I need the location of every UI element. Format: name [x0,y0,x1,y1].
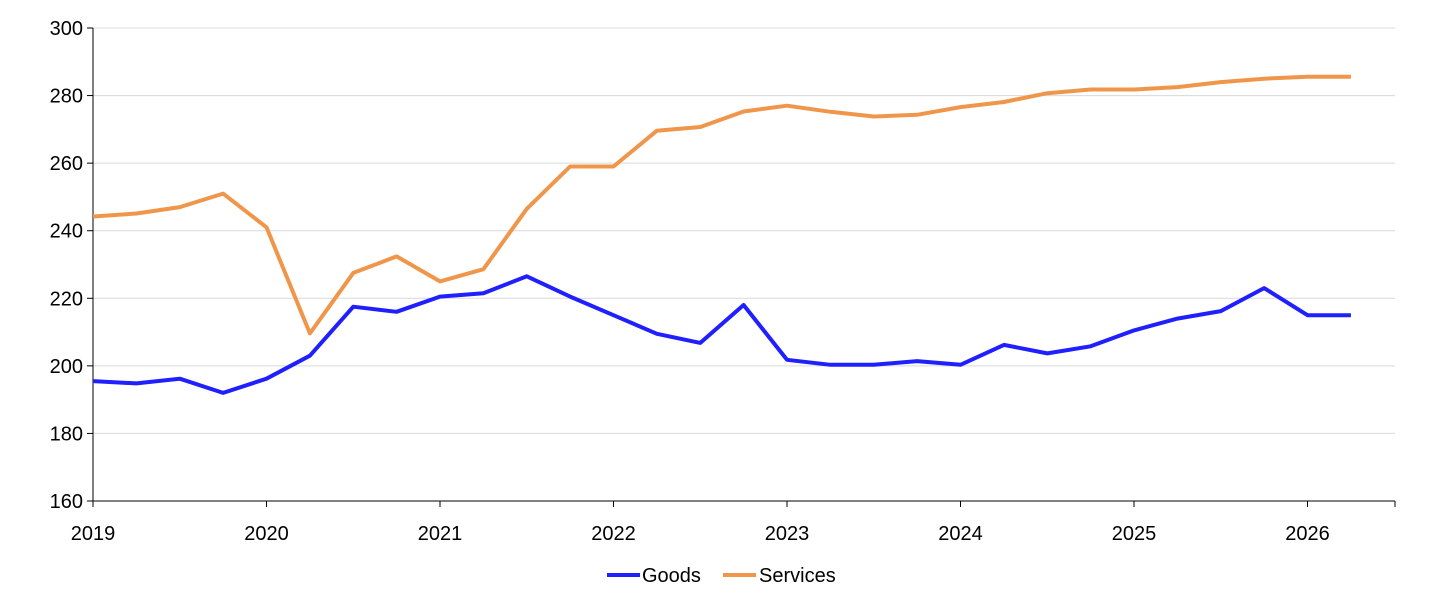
gridlines [93,27,1395,434]
legend-label: Services [759,565,836,587]
legend-label: Goods [642,565,701,587]
y-tick-label: 220 [50,288,83,310]
axes: 160 180 200 220 240 260 280 300 2019 2020 2021 2022… [50,18,1396,545]
x-tick-label: 2024 [938,523,983,545]
y-tick-label: 180 [50,423,83,445]
y-tick-label: 260 [50,153,83,175]
y-tick-label: 200 [50,356,83,378]
y-tick-label: 280 [50,86,83,108]
x-tick-label: 2026 [1285,523,1330,545]
x-tick-label: 2023 [765,523,810,545]
series-line-goods [92,274,1351,395]
x-tick-label: 2021 [418,523,463,545]
y-tick-label: 300 [50,18,83,40]
y-tick-label: 240 [50,221,83,243]
legend-item-goods: Goods [607,565,701,587]
y-tick-label: 160 [50,491,83,513]
series-line-services [92,74,1351,336]
legend: Goods Services [607,565,836,587]
x-tick-label: 2019 [71,523,116,545]
legend-item-services: Services [723,565,836,587]
x-tick-label: 2022 [591,523,636,545]
series-lines [92,74,1351,395]
x-tick-label: 2025 [1112,523,1157,545]
x-tick-label: 2020 [244,523,289,545]
